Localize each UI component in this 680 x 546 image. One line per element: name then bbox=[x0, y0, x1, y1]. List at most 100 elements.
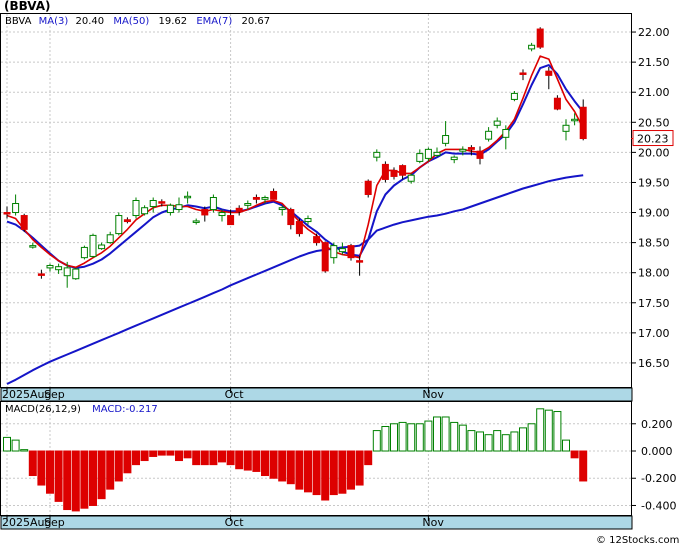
price-xtick-label: Oct bbox=[225, 388, 245, 401]
macd-bar-negative bbox=[295, 450, 304, 490]
macd-legend: MACD(26,12,9) MACD:-0.217 bbox=[5, 404, 158, 415]
price-ytick-label: 17.50 bbox=[638, 297, 670, 310]
macd-bar-negative bbox=[304, 450, 312, 493]
macd-bar-positive bbox=[433, 416, 441, 452]
last-price-value: 20.23 bbox=[637, 133, 669, 146]
macd-bar-positive bbox=[20, 449, 29, 452]
price-panel bbox=[0, 13, 632, 388]
candle-up bbox=[132, 200, 140, 217]
candle-down bbox=[3, 212, 11, 215]
ema7-path bbox=[6, 64, 584, 269]
candle-down bbox=[158, 201, 166, 204]
macd-value: MACD:-0.217 bbox=[92, 404, 158, 415]
candle-down bbox=[201, 209, 209, 216]
candle-down bbox=[37, 273, 45, 276]
legend-ma50-value: 19.62 bbox=[159, 16, 188, 27]
candle-up bbox=[261, 196, 269, 200]
candle-down bbox=[476, 150, 484, 159]
candle-up bbox=[55, 266, 63, 271]
macd-bar-negative bbox=[261, 450, 269, 477]
candle-up bbox=[244, 203, 252, 206]
macd-bar-positive bbox=[3, 436, 11, 452]
candle-up bbox=[175, 204, 183, 211]
price-xtick-label: Nov bbox=[422, 388, 444, 401]
candle-up bbox=[166, 204, 174, 214]
candle-up bbox=[502, 129, 510, 138]
price-ytick-label: 21.50 bbox=[638, 56, 670, 69]
price-ytick-label: 18.00 bbox=[638, 267, 670, 280]
candle-up bbox=[373, 151, 381, 158]
candle-down bbox=[347, 245, 355, 259]
candle-up bbox=[72, 268, 80, 280]
price-grid bbox=[1, 14, 631, 387]
candle-down bbox=[287, 209, 295, 226]
macd-bar-positive bbox=[407, 423, 416, 452]
macd-date-axis-band bbox=[0, 515, 633, 530]
candle-up bbox=[330, 245, 338, 259]
price-date-axis-band bbox=[0, 387, 633, 402]
candle-up bbox=[218, 212, 226, 217]
candle-up bbox=[562, 124, 570, 132]
candle-up bbox=[209, 196, 217, 211]
candle-up bbox=[115, 215, 123, 235]
legend-ema7-value: 20.67 bbox=[241, 16, 270, 27]
macd-bar-negative bbox=[321, 450, 330, 501]
macd-ytick-label: 0.000 bbox=[641, 445, 673, 458]
ma3-path bbox=[6, 55, 584, 269]
candle-up bbox=[192, 220, 200, 223]
macd-bar-negative bbox=[89, 450, 97, 506]
price-ytick-label: 19.50 bbox=[638, 176, 670, 189]
macd-bar-positive bbox=[527, 423, 536, 452]
credit-label: © 12Stocks.com bbox=[596, 535, 679, 546]
macd-bar-negative bbox=[312, 450, 321, 496]
candle-down bbox=[295, 221, 303, 235]
candle-down bbox=[235, 207, 243, 212]
macd-bar-negative bbox=[166, 450, 175, 456]
candle-up bbox=[149, 200, 157, 208]
macd-bar-negative bbox=[226, 450, 235, 466]
price-ytick-label: 20.50 bbox=[638, 116, 670, 129]
macd-bar-positive bbox=[536, 408, 545, 452]
macd-bar-negative bbox=[579, 450, 588, 482]
macd-ytick-label: 0.200 bbox=[641, 418, 673, 431]
macd-y-ticks: 0.200 0.000 -0.200 -0.400 bbox=[631, 418, 676, 512]
candle-up bbox=[89, 234, 97, 257]
macd-bar-negative bbox=[269, 450, 278, 479]
macd-bar-negative bbox=[355, 450, 364, 486]
candle-up bbox=[510, 92, 518, 100]
macd-bar-positive bbox=[381, 426, 390, 452]
candle-up bbox=[485, 130, 493, 140]
macd-bar-positive bbox=[415, 423, 424, 452]
macd-bar-negative bbox=[347, 450, 355, 490]
candle-down bbox=[381, 163, 389, 180]
candle-up bbox=[80, 246, 88, 259]
candle-up bbox=[278, 207, 286, 211]
ticker-label: (BBVA) bbox=[4, 0, 51, 13]
price-ytick-label: 20.00 bbox=[638, 146, 670, 159]
macd-bar-negative bbox=[97, 450, 106, 500]
candle-down bbox=[321, 242, 329, 272]
macd-histogram bbox=[3, 408, 588, 512]
ma50-path bbox=[6, 174, 584, 385]
macd-bar-negative bbox=[37, 450, 46, 486]
candles bbox=[3, 27, 587, 288]
candle-up bbox=[450, 156, 458, 161]
price-ytick-label: 21.00 bbox=[638, 86, 670, 99]
candle-down bbox=[356, 260, 364, 263]
macd-bar-negative bbox=[364, 450, 373, 466]
candle-down bbox=[545, 70, 553, 76]
macd-bar-negative bbox=[286, 450, 295, 485]
candle-up bbox=[29, 245, 37, 248]
macd-bar-positive bbox=[467, 430, 476, 452]
candle-down bbox=[536, 28, 544, 48]
candle-down bbox=[364, 180, 372, 195]
macd-bar-negative bbox=[235, 450, 244, 470]
macd-bar-negative bbox=[54, 450, 63, 502]
candle-up bbox=[442, 135, 450, 144]
macd-bar-positive bbox=[390, 423, 398, 452]
macd-ytick-label: -0.400 bbox=[641, 499, 676, 512]
candle-down bbox=[579, 106, 587, 140]
macd-bar-negative bbox=[28, 450, 37, 477]
ma50-line bbox=[6, 174, 584, 385]
